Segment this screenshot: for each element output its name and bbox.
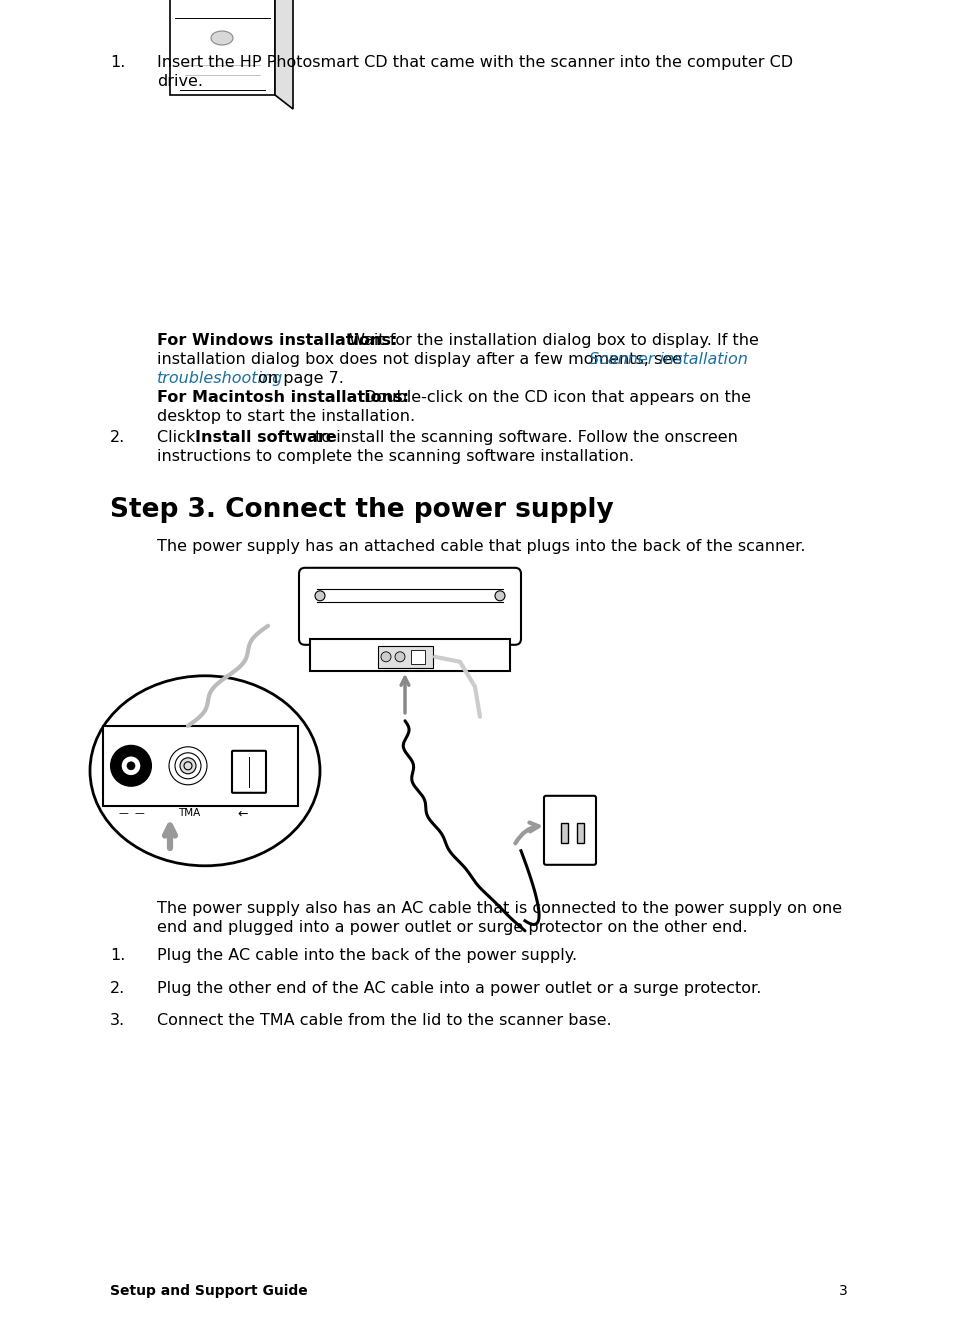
Text: Connect the TMA cable from the lid to the scanner base.: Connect the TMA cable from the lid to th… [157, 1013, 611, 1028]
Text: end and plugged into a power outlet or surge protector on the other end.: end and plugged into a power outlet or s… [157, 919, 747, 935]
Text: 1.: 1. [110, 948, 125, 963]
FancyBboxPatch shape [298, 568, 520, 645]
Text: 2.: 2. [110, 980, 125, 996]
Text: ←: ← [236, 808, 247, 820]
Text: —  —: — — [119, 808, 145, 818]
Text: For Macintosh installations:: For Macintosh installations: [157, 390, 409, 406]
Circle shape [495, 590, 504, 601]
Text: Plug the other end of the AC cable into a power outlet or a surge protector.: Plug the other end of the AC cable into … [157, 980, 760, 996]
Bar [377, 646, 433, 668]
Text: 2.: 2. [110, 431, 125, 445]
Circle shape [380, 651, 391, 662]
Text: 1.: 1. [110, 55, 125, 70]
Text: The power supply also has an AC cable that is connected to the power supply on o: The power supply also has an AC cable th… [157, 901, 841, 915]
Text: installation dialog box does not display after a few moments, see: installation dialog box does not display… [157, 351, 686, 367]
Polygon shape [170, 0, 274, 95]
Circle shape [127, 762, 135, 770]
Text: Wait for the installation dialog box to display. If the: Wait for the installation dialog box to … [344, 333, 759, 347]
Text: Double-click on the CD icon that appears on the: Double-click on the CD icon that appears… [358, 390, 750, 406]
Circle shape [121, 756, 141, 775]
Bar [103, 725, 297, 806]
Text: Plug the AC cable into the back of the power supply.: Plug the AC cable into the back of the p… [157, 948, 577, 963]
Text: Click: Click [157, 431, 200, 445]
Circle shape [184, 762, 192, 770]
Bar [310, 639, 510, 671]
Text: TMA: TMA [178, 808, 200, 818]
FancyBboxPatch shape [232, 750, 266, 793]
Text: The power supply has an attached cable that plugs into the back of the scanner.: The power supply has an attached cable t… [157, 539, 804, 553]
Circle shape [395, 651, 405, 662]
FancyBboxPatch shape [543, 795, 596, 865]
Text: Scanner installation: Scanner installation [589, 351, 747, 367]
Text: to install the scanning software. Follow the onscreen: to install the scanning software. Follow… [310, 431, 737, 445]
Text: Setup and Support Guide: Setup and Support Guide [110, 1284, 308, 1299]
Text: troubleshooting: troubleshooting [157, 371, 283, 386]
Bar [411, 650, 424, 663]
Text: Install software: Install software [194, 431, 336, 445]
Ellipse shape [90, 676, 319, 865]
Polygon shape [274, 0, 293, 110]
Text: 3.: 3. [110, 1013, 125, 1028]
Bar [560, 823, 567, 843]
Text: Insert the HP Photosmart CD that came with the scanner into the computer CD: Insert the HP Photosmart CD that came wi… [157, 55, 792, 70]
Text: 3: 3 [838, 1284, 847, 1299]
Text: on page 7.: on page 7. [253, 371, 343, 386]
Circle shape [174, 753, 201, 779]
Bar [577, 823, 583, 843]
Circle shape [169, 746, 207, 785]
Text: For Windows installations:: For Windows installations: [157, 333, 397, 347]
Text: instructions to complete the scanning software installation.: instructions to complete the scanning so… [157, 449, 634, 464]
Text: Step 3. Connect the power supply: Step 3. Connect the power supply [110, 497, 613, 523]
Circle shape [314, 590, 325, 601]
Text: drive.: drive. [157, 74, 203, 89]
Text: desktop to start the installation.: desktop to start the installation. [157, 410, 415, 424]
Circle shape [111, 746, 151, 786]
Ellipse shape [211, 30, 233, 45]
Circle shape [180, 758, 195, 774]
